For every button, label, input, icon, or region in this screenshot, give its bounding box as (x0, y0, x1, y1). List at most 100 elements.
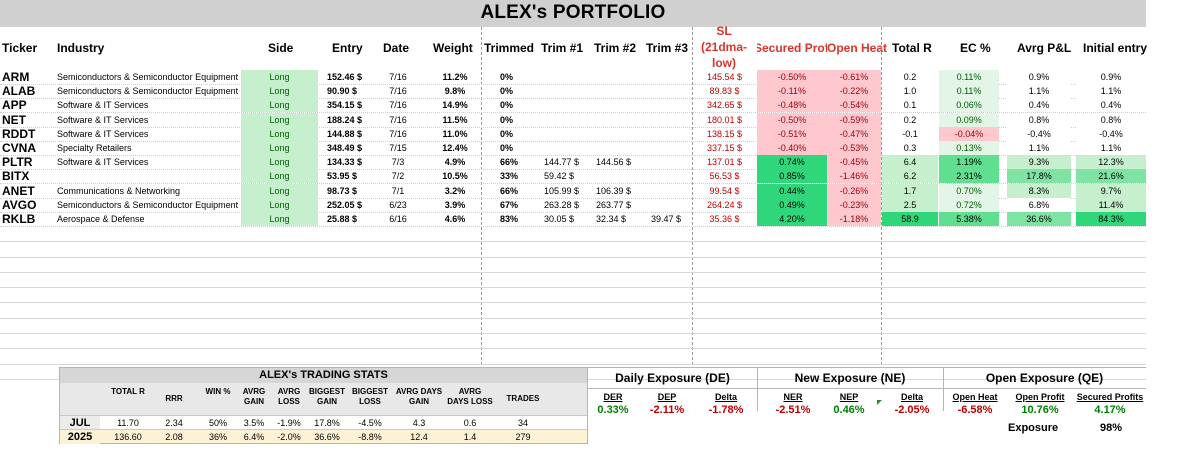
cell-total-r[interactable]: 6.4 (882, 155, 938, 170)
cell-industry[interactable]: Software & IT Services (57, 128, 149, 139)
cell-ticker[interactable]: AVGO (2, 197, 37, 212)
cell-trim3[interactable] (651, 84, 691, 98)
cell-entry[interactable]: 144.88 $ (327, 128, 363, 139)
cell-trim1[interactable]: 263.28 $ (544, 199, 580, 210)
cell-trim1[interactable] (544, 127, 592, 141)
cell-initial-entry[interactable]: 12.3% (1076, 155, 1146, 170)
cell-entry[interactable]: 348.49 $ (327, 143, 363, 153)
cell-date[interactable]: 7/16 (389, 100, 407, 111)
cell-ticker[interactable]: CVNA (2, 141, 37, 155)
cell-entry[interactable]: 152.46 $ (327, 72, 363, 82)
cell-entry[interactable]: 53.95 $ (327, 171, 358, 182)
cell-trim1[interactable]: 59.42 $ (544, 171, 575, 182)
cell-entry[interactable]: 98.73 $ (327, 185, 358, 196)
cell-initial-entry[interactable]: 1.1% (1076, 84, 1146, 99)
cell-avg-pnl[interactable]: 0.4% (1007, 98, 1071, 113)
cell-side[interactable]: Long (241, 155, 318, 170)
cell-avg-pnl[interactable]: 8.3% (1007, 183, 1071, 198)
cell-side[interactable]: Long (241, 126, 318, 141)
cell-initial-entry[interactable]: 11.4% (1076, 197, 1146, 212)
cell-trim3[interactable] (651, 127, 691, 141)
cell-initial-entry[interactable]: 9.7% (1076, 183, 1146, 198)
cell-entry[interactable]: 25.88 $ (327, 214, 358, 224)
cell-industry[interactable]: Semiconductors & Semiconductor Equipment (57, 86, 239, 97)
cell-ec[interactable]: 0.13% (939, 141, 999, 155)
cell-secured[interactable]: -0.50% (757, 70, 827, 84)
cell-secured[interactable]: 0.85% (757, 169, 827, 184)
cell-trimmed[interactable]: 0% (500, 86, 514, 97)
cell-initial-entry[interactable]: -0.4% (1076, 126, 1146, 141)
cell-ec[interactable]: 0.72% (939, 197, 999, 212)
cell-sl[interactable]: 89.83 $ (709, 86, 740, 97)
cell-sl[interactable]: 35.36 $ (709, 214, 740, 224)
cell-trim2[interactable]: 144.56 $ (596, 157, 632, 168)
cell-trim2[interactable]: 106.39 $ (596, 185, 632, 196)
cell-industry[interactable]: Semiconductors & Semiconductor Equipment (57, 199, 239, 210)
cell-avg-pnl[interactable]: 0.8% (1007, 112, 1071, 127)
cell-weight[interactable]: 9.8% (444, 86, 466, 97)
cell-ec[interactable]: 2.31% (939, 169, 999, 184)
cell-trim1[interactable] (544, 70, 592, 84)
cell-date[interactable]: 6/23 (389, 199, 407, 210)
cell-secured[interactable]: 0.49% (757, 197, 827, 212)
cell-secured[interactable]: -0.11% (757, 84, 827, 99)
cell-date[interactable]: 7/2 (391, 171, 405, 182)
cell-trim3[interactable] (651, 184, 691, 198)
cell-sl[interactable]: 137.01 $ (706, 157, 743, 168)
cell-trim3[interactable] (651, 169, 691, 183)
cell-heat[interactable]: -0.59% (827, 112, 881, 127)
cell-ticker[interactable]: RKLB (2, 212, 36, 226)
cell-trim1[interactable] (544, 113, 592, 127)
cell-initial-entry[interactable]: 0.9% (1076, 70, 1146, 84)
cell-ticker[interactable]: RDDT (2, 126, 36, 141)
cell-date[interactable]: 7/16 (389, 86, 407, 97)
cell-trimmed[interactable]: 0% (500, 100, 514, 111)
cell-total-r[interactable]: -0.1 (882, 126, 938, 141)
cell-weight[interactable]: 14.9% (442, 100, 468, 111)
cell-entry[interactable]: 354.15 $ (327, 100, 363, 111)
cell-weight[interactable]: 11.5% (442, 114, 468, 125)
cell-initial-entry[interactable]: 1.1% (1076, 141, 1146, 155)
cell-ticker[interactable]: ANET (2, 183, 35, 198)
cell-trimmed[interactable]: 66% (500, 157, 519, 168)
cell-trimmed[interactable]: 0% (500, 128, 514, 139)
cell-sl[interactable]: 180.01 $ (706, 114, 743, 125)
cell-trimmed[interactable]: 33% (500, 171, 519, 182)
cell-industry[interactable]: Software & IT Services (57, 100, 149, 111)
cell-sl[interactable]: 99.54 $ (709, 185, 740, 196)
cell-trim3[interactable] (651, 98, 691, 112)
cell-weight[interactable]: 11.0% (442, 128, 468, 139)
cell-trim3[interactable] (651, 141, 691, 155)
cell-ec[interactable]: 0.11% (939, 70, 999, 84)
cell-trim2[interactable]: 263.77 $ (596, 199, 632, 210)
cell-ec[interactable]: -0.04% (939, 126, 999, 141)
cell-trim3[interactable] (651, 198, 691, 212)
cell-total-r[interactable]: 0.1 (882, 98, 938, 113)
cell-secured[interactable]: -0.40% (757, 141, 827, 155)
cell-trim3[interactable] (651, 155, 691, 169)
cell-weight[interactable]: 10.5% (442, 171, 468, 182)
cell-sl[interactable]: 145.54 $ (706, 72, 743, 82)
cell-ticker[interactable]: BITX (2, 169, 30, 184)
cell-side[interactable]: Long (241, 112, 318, 127)
cell-sl[interactable]: 337.15 $ (706, 143, 743, 153)
cell-industry[interactable]: Aerospace & Defense (57, 214, 145, 224)
cell-total-r[interactable]: 0.2 (882, 112, 938, 127)
cell-trim2[interactable]: 32.34 $ (596, 214, 627, 224)
cell-side[interactable]: Long (241, 197, 318, 212)
cell-ec[interactable]: 0.11% (939, 84, 999, 99)
cell-sl[interactable]: 56.53 $ (709, 171, 740, 182)
cell-initial-entry[interactable]: 21.6% (1076, 169, 1146, 184)
cell-trim1[interactable]: 144.77 $ (544, 157, 580, 168)
cell-heat[interactable]: -0.26% (827, 183, 881, 198)
cell-sl[interactable]: 264.24 $ (706, 199, 743, 210)
cell-ec[interactable]: 0.70% (939, 183, 999, 198)
cell-total-r[interactable]: 2.5 (882, 197, 938, 212)
cell-industry[interactable]: Semiconductors & Semiconductor Equipment (57, 72, 239, 82)
cell-secured[interactable]: 0.44% (757, 183, 827, 198)
cell-weight[interactable]: 4.6% (444, 214, 466, 224)
cell-avg-pnl[interactable]: 0.9% (1007, 70, 1071, 84)
cell-total-r[interactable]: 58.9 (882, 212, 938, 226)
cell-ec[interactable]: 5.38% (939, 212, 999, 226)
cell-side[interactable]: Long (241, 212, 318, 226)
